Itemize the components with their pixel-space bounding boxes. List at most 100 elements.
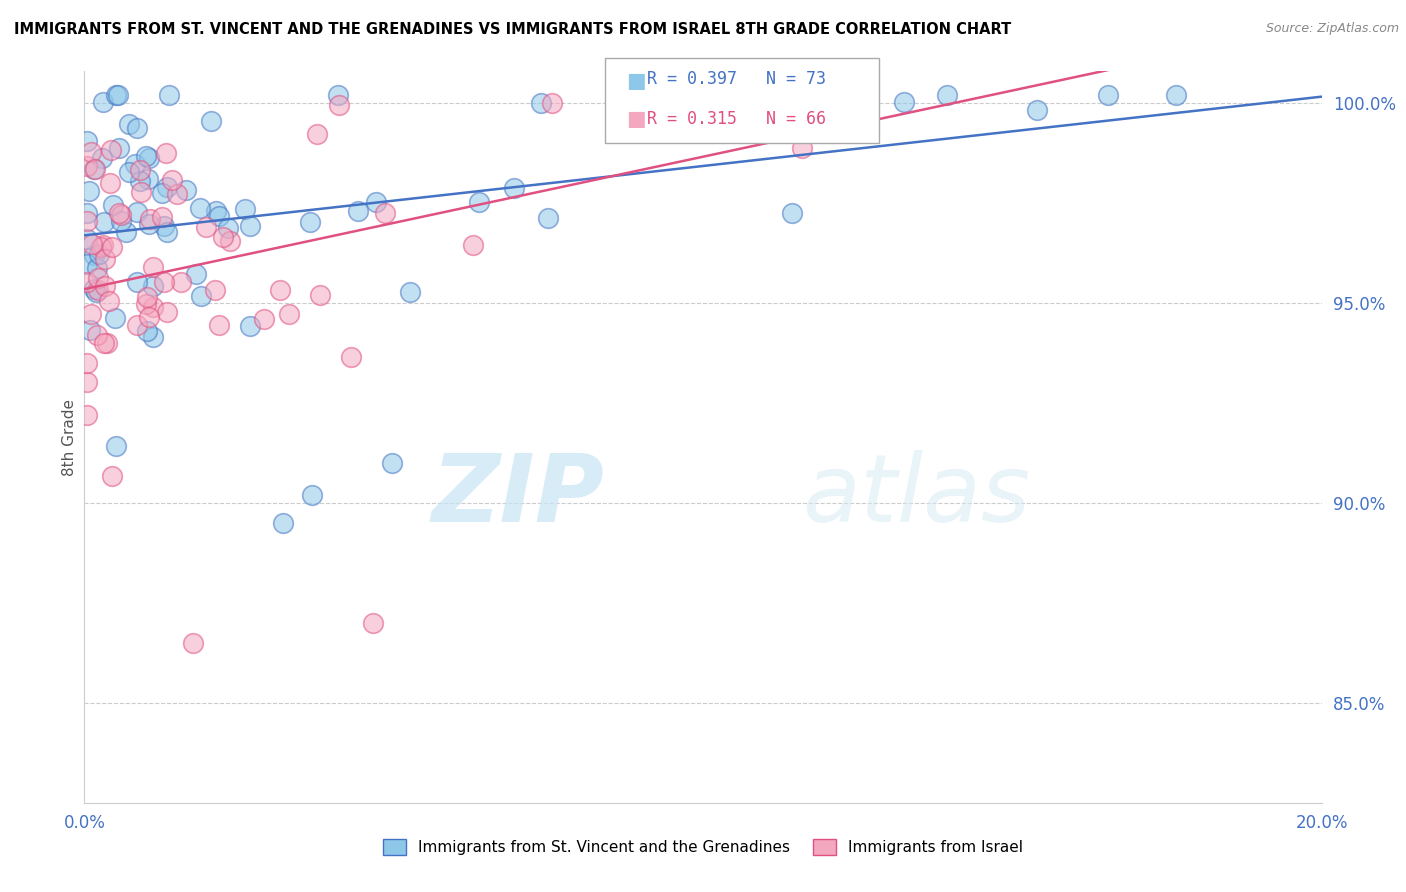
Text: IMMIGRANTS FROM ST. VINCENT AND THE GRENADINES VS IMMIGRANTS FROM ISRAEL 8TH GRA: IMMIGRANTS FROM ST. VINCENT AND THE GREN… [14,22,1011,37]
Point [190,288,212,302]
Point [305,127,328,141]
Point [204,283,226,297]
Point [76,257,98,271]
Point [127,275,149,289]
Point [76,159,98,173]
Point [104,311,127,326]
Point [90,239,112,253]
Text: ■: ■ [626,71,645,91]
Point [110,207,132,221]
Point [326,88,349,103]
Point [135,290,157,304]
Point [208,318,231,332]
Point [278,307,301,321]
Point [661,96,683,111]
Point [1097,88,1119,103]
Point [82,236,104,251]
Point [135,149,157,163]
Point [540,95,562,110]
Point [374,206,396,220]
Point [142,260,165,274]
Point [107,141,129,155]
Y-axis label: 8th Grade: 8th Grade [62,399,77,475]
Point [184,267,207,281]
Point [101,197,124,211]
Point [135,324,157,338]
Point [101,468,124,483]
Point [79,184,101,198]
Point [76,213,98,227]
Point [139,212,162,227]
Point [96,336,118,351]
Point [1166,88,1188,103]
Point [135,297,157,311]
Point [76,205,98,219]
Point [118,117,141,131]
Point [271,516,294,530]
Point [157,88,180,103]
Point [104,439,127,453]
Point [309,288,332,302]
Point [129,185,152,199]
Legend: Immigrants from St. Vincent and the Grenadines, Immigrants from Israel: Immigrants from St. Vincent and the Gren… [377,833,1029,861]
Point [174,183,197,197]
Text: R = 0.315: R = 0.315 [647,110,737,128]
Point [86,261,108,276]
Point [155,179,177,194]
Point [239,219,262,234]
Point [347,204,370,219]
Point [794,88,817,103]
Point [366,194,388,209]
Point [141,330,163,344]
Point [93,215,115,229]
Point [86,284,108,298]
Point [129,174,152,188]
Point [83,162,105,177]
Point [108,206,131,220]
Point [83,247,105,261]
Point [204,204,226,219]
Point [104,88,127,103]
Point [893,95,915,110]
Point [79,323,101,337]
Point [76,134,98,148]
Point [142,278,165,293]
Point [84,161,107,176]
Point [94,279,117,293]
Point [796,88,818,103]
Point [328,98,350,112]
Point [129,163,152,178]
Point [80,307,103,321]
Point [83,281,105,295]
Point [86,328,108,343]
Point [97,293,120,308]
Point [125,205,148,219]
Point [1025,103,1047,117]
Point [181,636,204,650]
Text: Source: ZipAtlas.com: Source: ZipAtlas.com [1265,22,1399,36]
Point [91,95,114,109]
Point [239,319,262,334]
Point [195,219,218,234]
Point [212,230,235,244]
Point [219,234,242,248]
Point [298,215,321,229]
Point [110,213,132,227]
Text: ■: ■ [626,110,645,129]
Point [844,88,866,103]
Text: N = 66: N = 66 [766,110,827,128]
Point [138,217,160,231]
Point [537,211,560,225]
Point [136,172,159,186]
Point [399,285,422,300]
Point [233,202,256,216]
Point [115,225,138,239]
Point [301,488,323,502]
Point [93,335,115,350]
Point [468,194,491,209]
Point [76,376,98,390]
Point [90,151,112,165]
Point [93,237,115,252]
Point [89,247,111,261]
Point [253,312,276,326]
